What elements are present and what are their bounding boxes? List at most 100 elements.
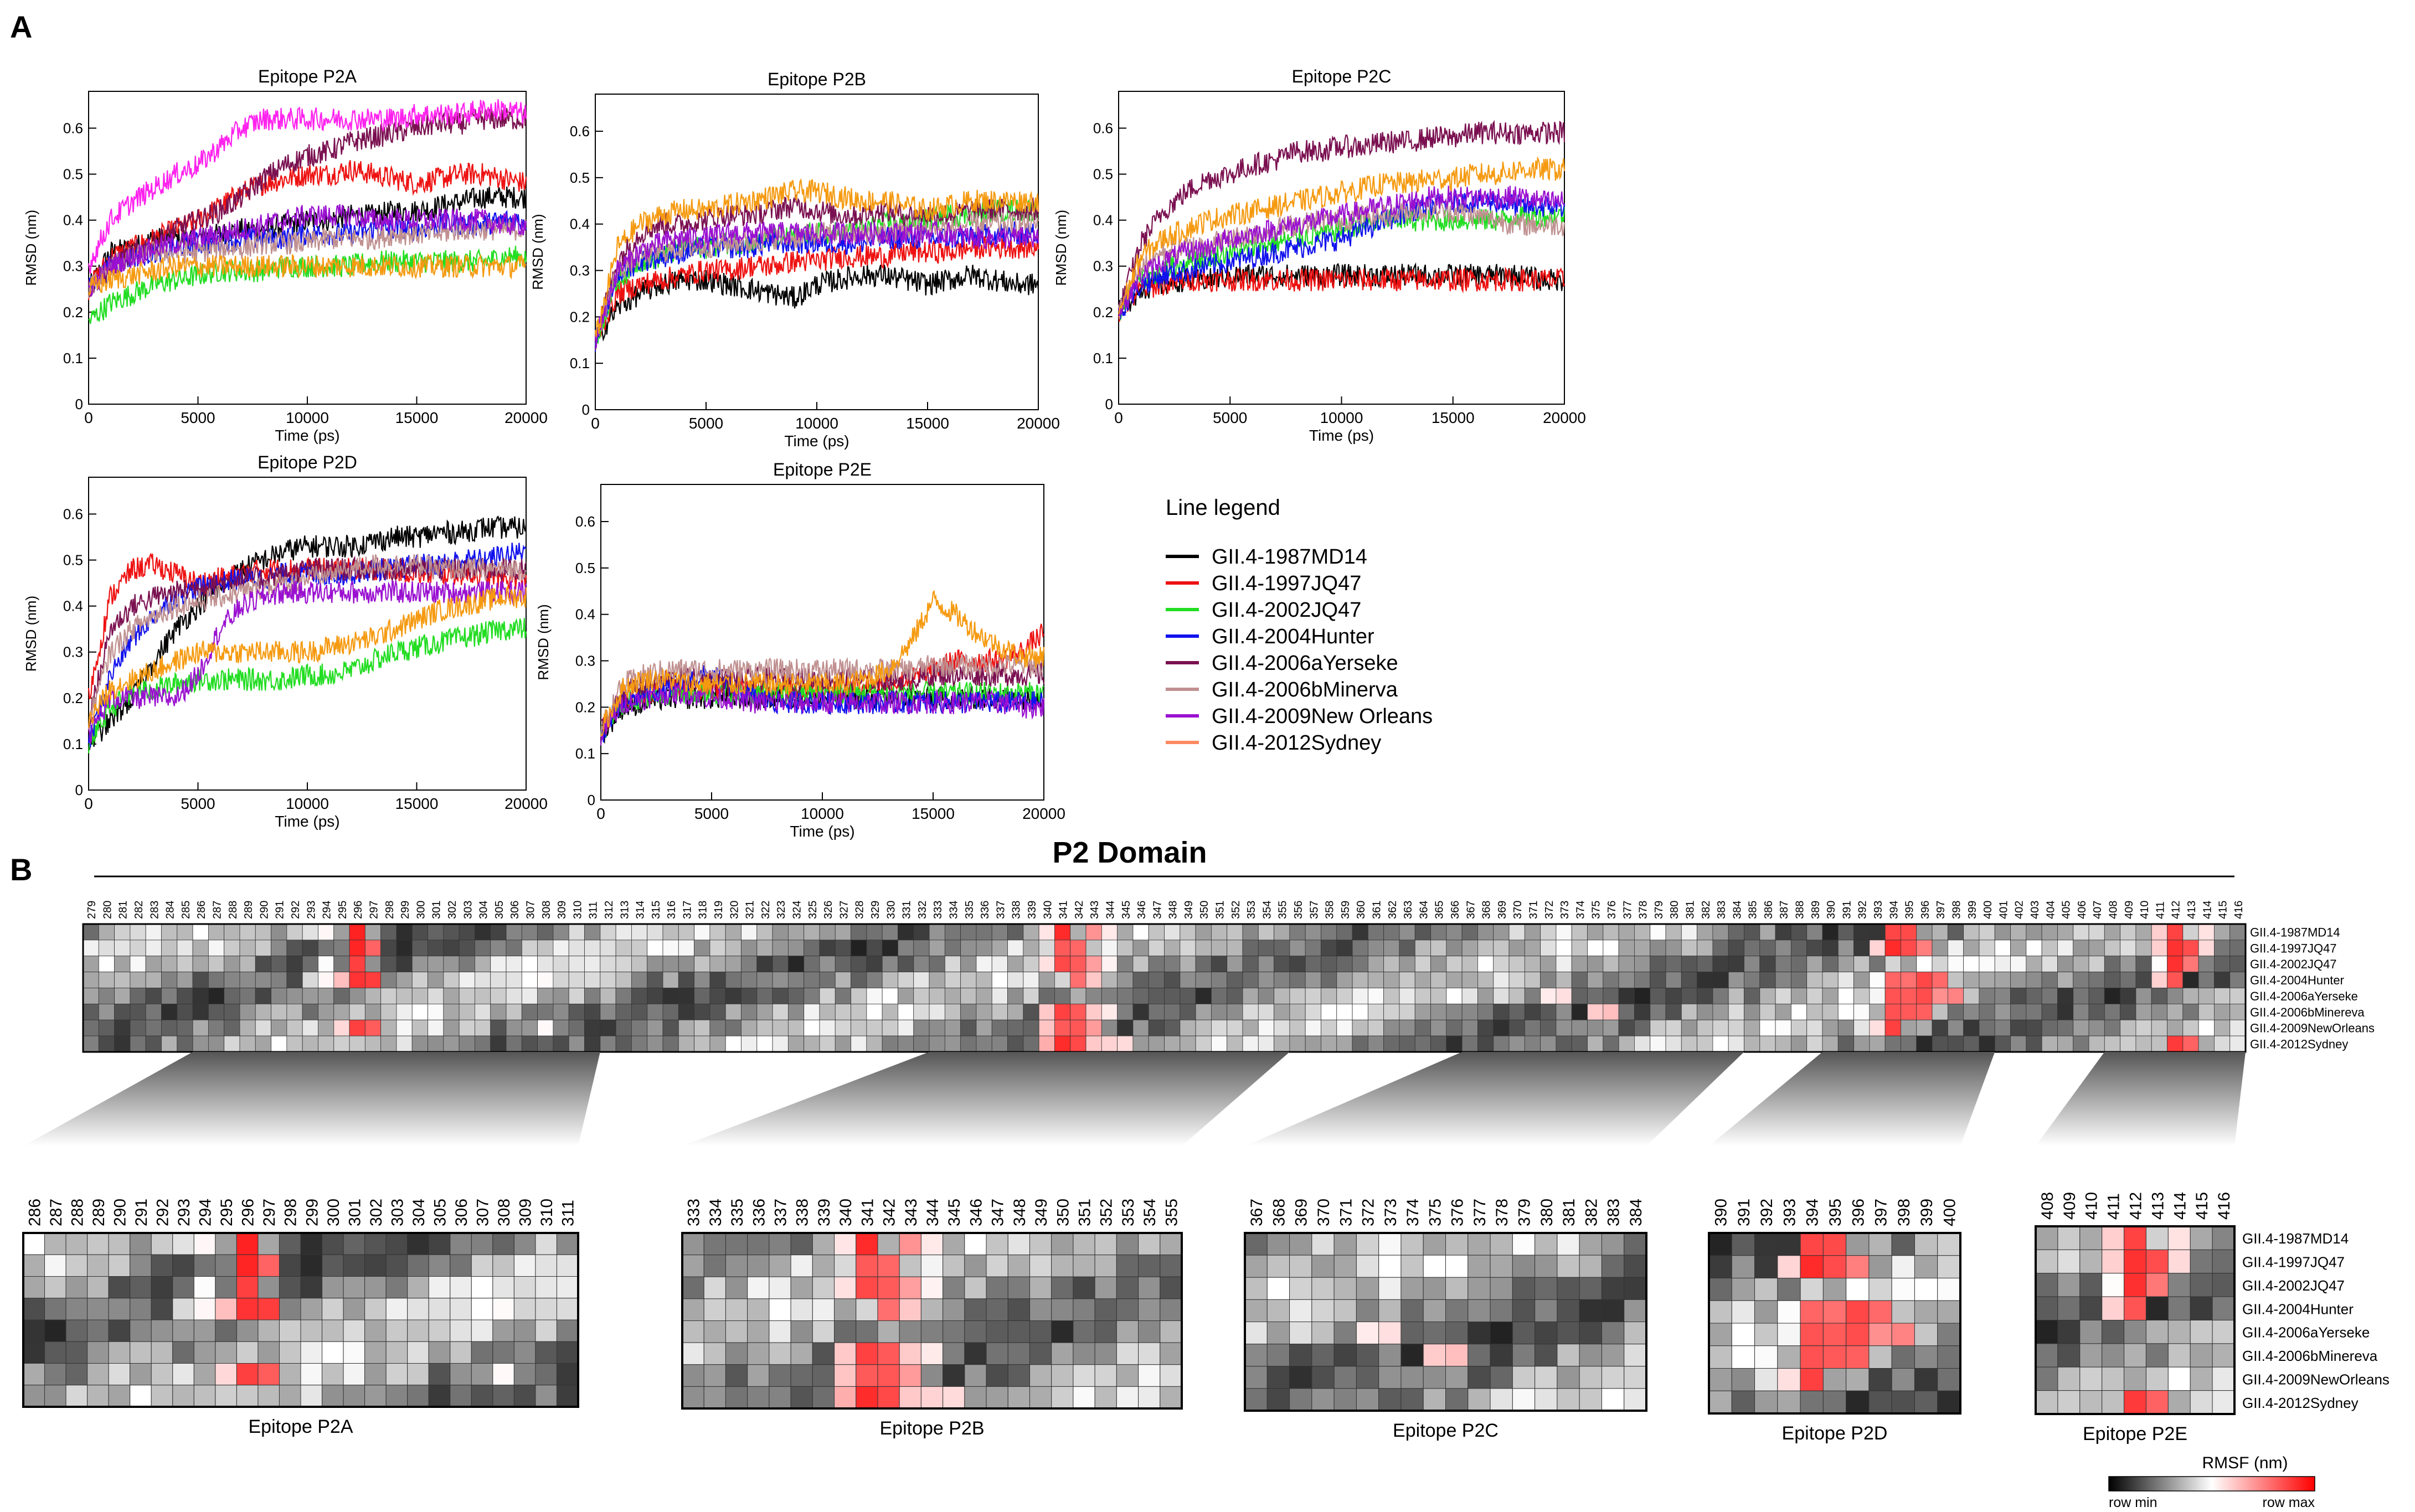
inset-cell (1289, 1322, 1312, 1345)
heat-cell (1477, 1019, 1494, 1036)
heat-cell (1916, 940, 1933, 957)
inset-heatmap-2: 333 334 335 336 337 338 339 340 341 342 343 344 345 3… (681, 1052, 1290, 1439)
inset-residue-label: 311 (559, 1200, 578, 1226)
residue-label: 385 (1747, 901, 1759, 919)
heat-cell (1352, 1035, 1368, 1052)
heat-cell (851, 1035, 867, 1052)
residue-label: 329 (869, 901, 882, 919)
heat-cell (428, 1019, 444, 1036)
heat-cell (459, 1035, 475, 1052)
heat-cell (271, 988, 287, 1004)
heat-cell (1477, 956, 1494, 973)
heat-cell (1321, 956, 1337, 973)
heat-cell (318, 1035, 334, 1052)
heat-cell (1274, 1019, 1290, 1036)
heat-cell (114, 956, 131, 973)
heat-cell (819, 940, 836, 957)
heat-cell (411, 940, 428, 957)
inset-cell (172, 1298, 194, 1320)
heat-cell (2198, 940, 2215, 957)
heat-cell (1540, 1019, 1557, 1036)
heat-cell (1367, 988, 1384, 1004)
residue-label: 321 (744, 901, 756, 919)
heat-cell (1007, 940, 1024, 957)
heat-cell (553, 940, 569, 957)
inset-cell (1333, 1366, 1357, 1389)
residue-label: 364 (1418, 901, 1430, 919)
heat-cell (631, 988, 648, 1004)
heat-cell (584, 940, 601, 957)
heat-cell (866, 940, 883, 957)
inset-cell (1891, 1323, 1915, 1346)
inset-cell (943, 1320, 965, 1343)
heat-cell (1712, 1003, 1729, 1020)
heat-cell (1603, 1019, 1619, 1036)
heat-cell (804, 923, 820, 941)
inset-cell (1535, 1255, 1558, 1278)
heat-cell (960, 923, 977, 941)
heat-cell (1697, 940, 1713, 957)
heat-cell (2182, 923, 2199, 941)
inset-cell (812, 1320, 835, 1343)
inset-cell (834, 1232, 857, 1256)
inset-cell (1138, 1276, 1161, 1299)
heat-cell (1806, 1035, 1823, 1052)
inset-cell (986, 1386, 1008, 1409)
residue-label: 324 (791, 901, 804, 919)
heat-cell (991, 940, 1008, 957)
inset-cell (322, 1276, 344, 1299)
heat-cell (521, 1019, 538, 1036)
inset-residue-label: 308 (495, 1199, 513, 1226)
residue-label: 296 (352, 901, 364, 919)
inset-cell (1029, 1298, 1052, 1321)
heat-cell (709, 940, 726, 957)
heat-cell (1195, 988, 1212, 1004)
heat-cell (1352, 1019, 1368, 1036)
heat-cell (1367, 1019, 1384, 1036)
inset-cell (1512, 1299, 1536, 1322)
heat-cell (1916, 1019, 1933, 1036)
residue-label: 289 (243, 901, 255, 919)
heat-cell (459, 1019, 475, 1036)
heat-cell (475, 940, 491, 957)
heat-cell (1446, 940, 1463, 957)
inset-residue-label: 353 (1119, 1199, 1137, 1226)
inset-cell (193, 1298, 216, 1320)
residue-label: 414 (2201, 901, 2213, 919)
heat-cell (960, 1035, 977, 1052)
residue-label: 362 (1387, 901, 1399, 919)
inset-cell (856, 1255, 878, 1277)
inset-cell (1557, 1388, 1580, 1411)
inset-cell (1160, 1298, 1182, 1321)
inset-residue-label: 294 (197, 1199, 215, 1226)
inset-cell (1754, 1232, 1778, 1256)
inset-residue-label: 392 (1758, 1199, 1776, 1226)
legend-label-3: GII.4-2002JQ47 (1212, 598, 1361, 622)
inset-cell (2057, 1273, 2081, 1297)
x-tick-label: 15000 (906, 415, 949, 432)
heat-cell (1979, 1003, 1995, 1020)
legend-label-1: GII.4-1987MD14 (1212, 545, 1367, 569)
inset-cell (1708, 1390, 1732, 1414)
inset-cell (1937, 1255, 1961, 1278)
inset-cell (1846, 1278, 1870, 1301)
heat-cell (944, 988, 961, 1004)
heat-cell (1023, 956, 1039, 973)
heat-cell (1461, 1035, 1478, 1052)
heat-cell (678, 956, 694, 973)
residue-label: 293 (305, 901, 317, 919)
x-tick-label: 20000 (504, 409, 548, 426)
inset-cell (2057, 1226, 2081, 1250)
inset-cell (1378, 1388, 1402, 1411)
heat-cell (1085, 1035, 1102, 1052)
inset-cell (812, 1364, 835, 1387)
heat-cell (145, 923, 162, 941)
inset-cell (23, 1298, 45, 1320)
heat-cell (2151, 988, 2167, 1004)
heat-cell (1446, 972, 1463, 988)
heat-cell (255, 940, 271, 957)
inset-cell (920, 1255, 944, 1277)
heat-cell (631, 1003, 648, 1020)
inset-cell (1007, 1298, 1030, 1321)
row-label: GII.4-2002JQ47 (2250, 957, 2337, 971)
